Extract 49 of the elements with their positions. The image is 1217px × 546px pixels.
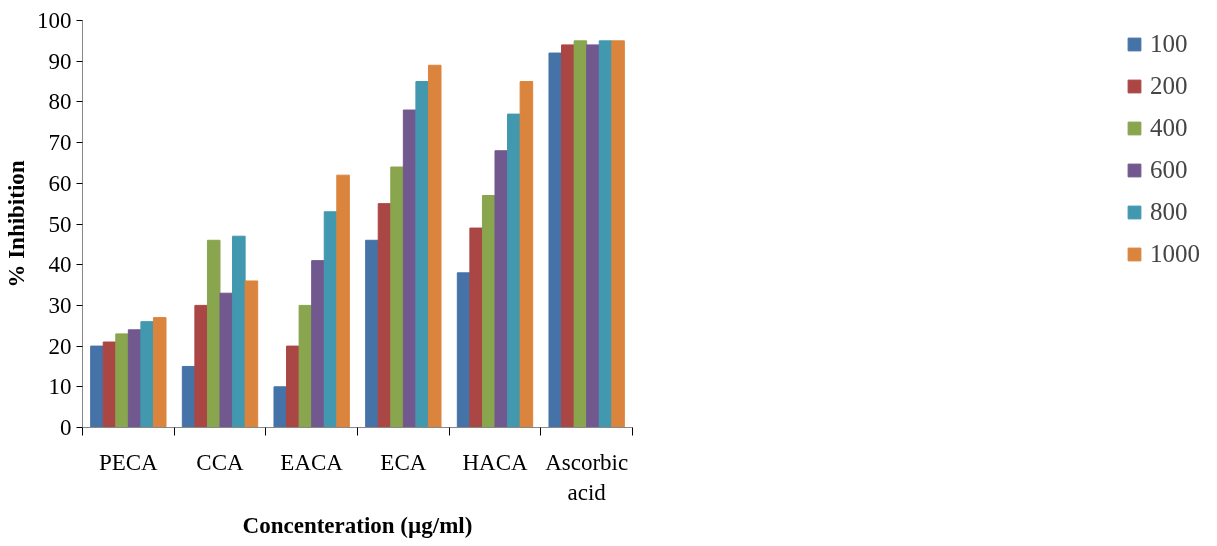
y-tick-label: 50 <box>48 211 72 237</box>
bar <box>244 280 259 428</box>
bar <box>194 304 208 428</box>
bar <box>311 260 325 428</box>
legend-label: 400 <box>1150 114 1188 142</box>
bar <box>206 239 221 428</box>
bar <box>152 317 167 428</box>
legend-label: 800 <box>1150 198 1188 226</box>
bar <box>115 333 129 428</box>
x-tick-label: Ascorbic acid <box>545 449 629 505</box>
bar <box>415 81 429 428</box>
x-tick-label: CCA <box>196 449 245 475</box>
legend-label: 200 <box>1150 72 1188 100</box>
bar <box>519 81 534 428</box>
y-tick-label: 90 <box>48 48 72 74</box>
y-tick-label: 0 <box>60 415 72 440</box>
bar <box>494 150 509 428</box>
bar <box>273 386 288 428</box>
bar <box>390 166 404 428</box>
y-tick-label: 30 <box>48 292 72 318</box>
x-tick-label: HACA <box>462 449 528 475</box>
bar <box>336 174 350 428</box>
bar <box>548 52 563 428</box>
y-tick-label: 40 <box>48 252 72 278</box>
y-tick-label: 10 <box>48 374 72 400</box>
bar <box>427 64 442 428</box>
legend-label: 1000 <box>1150 240 1200 268</box>
bar <box>365 239 379 428</box>
y-tick-label: 70 <box>48 130 72 156</box>
y-tick-label: 100 <box>37 8 72 33</box>
bar <box>90 345 104 428</box>
bar <box>140 321 154 428</box>
bar <box>298 304 313 428</box>
bar <box>219 292 234 428</box>
bar <box>573 40 588 428</box>
x-tick-label: PECA <box>98 449 159 475</box>
y-tick-label: 20 <box>48 333 72 359</box>
y-axis-title: % Inhibition <box>4 160 29 288</box>
bar <box>232 235 246 428</box>
x-axis-title: Concenteration (µg/ml) <box>242 512 473 538</box>
y-tick-label: 80 <box>48 89 72 115</box>
x-tick-label: ECA <box>380 449 427 475</box>
bar <box>586 44 600 428</box>
x-tick-label: EACA <box>280 449 344 475</box>
y-tick-label: 60 <box>48 170 72 196</box>
legend-label: 600 <box>1150 156 1188 184</box>
legend-label: 100 <box>1150 30 1188 58</box>
bar <box>611 40 625 428</box>
bar <box>469 227 483 428</box>
